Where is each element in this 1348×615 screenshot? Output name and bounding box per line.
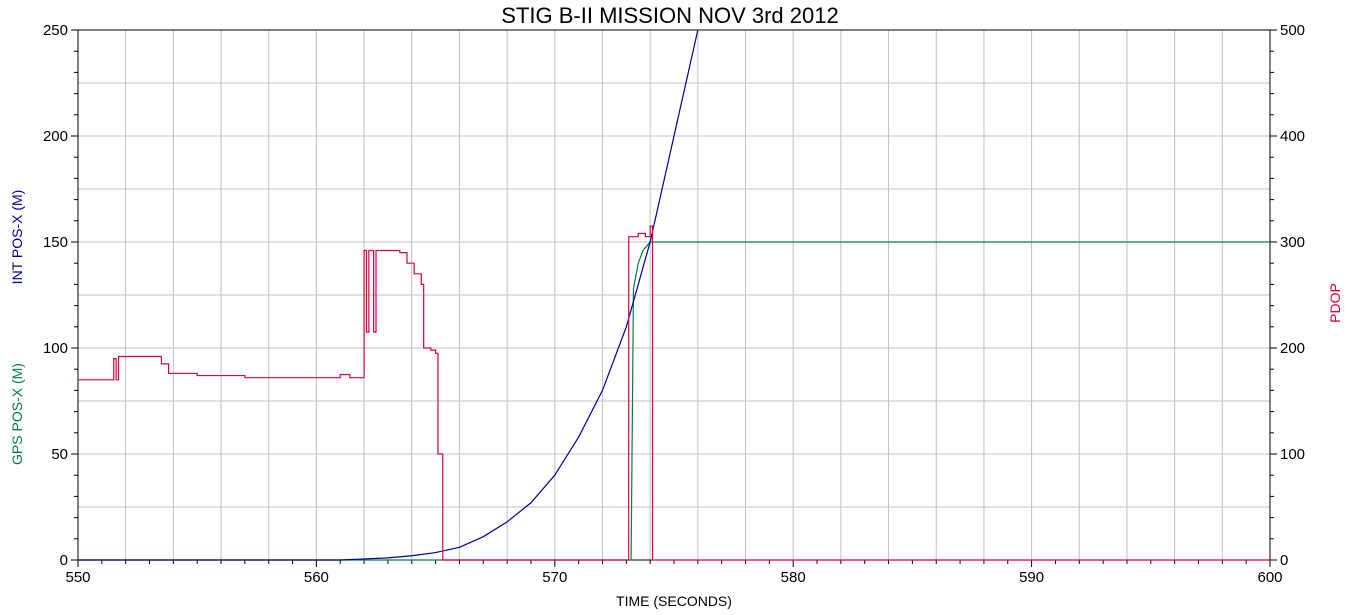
y-left-label-gps: GPS POS-X (M) bbox=[9, 363, 25, 465]
pdop-line bbox=[78, 225, 1270, 561]
y-left-tick-label: 150 bbox=[43, 234, 68, 251]
x-tick-label: 570 bbox=[542, 569, 567, 586]
ticks bbox=[71, 29, 1277, 567]
y-right-label-pdop: PDOP bbox=[1327, 283, 1343, 323]
chart-title: STIG B-II MISSION NOV 3rd 2012 bbox=[501, 3, 838, 28]
y-left-tick-label: 100 bbox=[43, 340, 68, 357]
x-tick-label: 590 bbox=[1019, 569, 1044, 586]
y-right-tick-label: 300 bbox=[1280, 234, 1305, 251]
y-right-tick-label: 0 bbox=[1280, 552, 1288, 569]
y-right-tick-label: 100 bbox=[1280, 446, 1305, 463]
y-left-label-int: INT POS-X (M) bbox=[9, 190, 25, 285]
x-tick-label: 600 bbox=[1257, 569, 1282, 586]
tick-labels: 550 560 570 580 590 6000501001502002500100200… bbox=[43, 22, 1305, 586]
series-lines bbox=[78, 30, 1270, 561]
y-left-tick-label: 50 bbox=[51, 446, 68, 463]
x-tick-label: 580 bbox=[781, 569, 806, 586]
grid bbox=[78, 30, 1270, 560]
y-left-tick-label: 200 bbox=[43, 128, 68, 145]
x-tick-label: 560 bbox=[304, 569, 329, 586]
y-right-tick-label: 400 bbox=[1280, 128, 1305, 145]
int-pos-x-line bbox=[78, 30, 699, 561]
y-left-tick-label: 0 bbox=[60, 552, 68, 569]
y-left-tick-label: 250 bbox=[43, 22, 68, 39]
y-right-tick-label: 200 bbox=[1280, 340, 1305, 357]
gps-pos-x-line bbox=[78, 241, 1270, 561]
x-axis-label: TIME (SECONDS) bbox=[616, 593, 732, 609]
x-tick-label: 550 bbox=[65, 569, 90, 586]
y-right-tick-label: 500 bbox=[1280, 22, 1305, 39]
